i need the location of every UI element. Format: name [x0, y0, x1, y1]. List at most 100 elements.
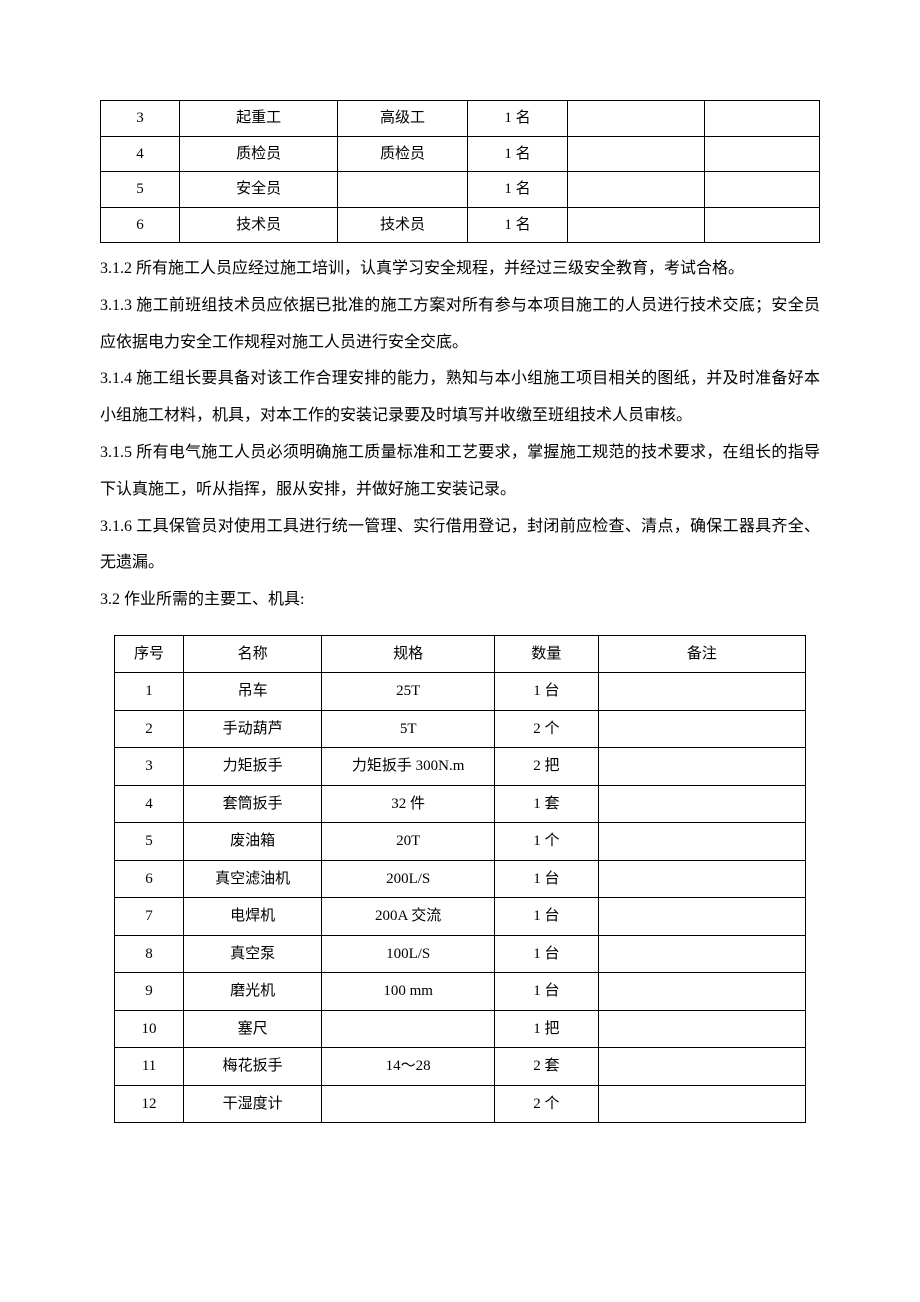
table-row: 2 手动葫芦 5T 2 个	[115, 710, 806, 748]
cell	[322, 1010, 495, 1048]
cell	[704, 136, 819, 172]
cell: 1 套	[495, 785, 599, 823]
table-row: 11 梅花扳手 14～28 2 套	[115, 1048, 806, 1086]
cell	[598, 748, 805, 786]
cell	[568, 101, 705, 137]
cell	[704, 207, 819, 243]
table-row: 9 磨光机 100 mm 1 台	[115, 973, 806, 1011]
cell: 10	[115, 1010, 184, 1048]
cell: 1 把	[495, 1010, 599, 1048]
header-cell: 序号	[115, 635, 184, 673]
table-header-row: 序号 名称 规格 数量 备注	[115, 635, 806, 673]
cell: 电焊机	[184, 898, 322, 936]
personnel-table: 3 起重工 高级工 1 名 4 质检员 质检员 1 名 5 安全员 1 名 6 …	[100, 100, 820, 243]
cell	[568, 207, 705, 243]
table-row: 6 真空滤油机 200L/S 1 台	[115, 860, 806, 898]
cell	[322, 1085, 495, 1123]
paragraph-314: 3.1.4 施工组长要具备对该工作合理安排的能力，熟知与本小组施工项目相关的图纸…	[100, 361, 820, 435]
cell	[598, 898, 805, 936]
cell: 力矩扳手	[184, 748, 322, 786]
cell: 质检员	[180, 136, 338, 172]
cell	[598, 1048, 805, 1086]
cell: 干湿度计	[184, 1085, 322, 1123]
cell	[704, 101, 819, 137]
cell	[598, 823, 805, 861]
cell: 25T	[322, 673, 495, 711]
table-row: 5 安全员 1 名	[101, 172, 820, 208]
cell: 力矩扳手 300N.m	[322, 748, 495, 786]
cell	[704, 172, 819, 208]
cell: 1 台	[495, 935, 599, 973]
paragraph-316: 3.1.6 工具保管员对使用工具进行统一管理、实行借用登记，封闭前应检查、清点，…	[100, 509, 820, 583]
cell: 1 个	[495, 823, 599, 861]
paragraph-312: 3.1.2 所有施工人员应经过施工培训，认真学习安全规程，并经过三级安全教育，考…	[100, 251, 820, 288]
cell: 磨光机	[184, 973, 322, 1011]
cell: 1 台	[495, 860, 599, 898]
table-row: 12 干湿度计 2 个	[115, 1085, 806, 1123]
cell	[598, 710, 805, 748]
cell: 3	[115, 748, 184, 786]
cell: 7	[115, 898, 184, 936]
cell: 塞尺	[184, 1010, 322, 1048]
cell: 11	[115, 1048, 184, 1086]
cell: 技术员	[338, 207, 467, 243]
cell: 2	[115, 710, 184, 748]
cell: 200L/S	[322, 860, 495, 898]
table-row: 6 技术员 技术员 1 名	[101, 207, 820, 243]
cell: 2 个	[495, 710, 599, 748]
cell: 14～28	[322, 1048, 495, 1086]
table-row: 3 起重工 高级工 1 名	[101, 101, 820, 137]
cell: 1 名	[467, 172, 568, 208]
table-row: 5 废油箱 20T 1 个	[115, 823, 806, 861]
cell: 9	[115, 973, 184, 1011]
cell: 质检员	[338, 136, 467, 172]
paragraph-313: 3.1.3 施工前班组技术员应依据已批准的施工方案对所有参与本项目施工的人员进行…	[100, 288, 820, 362]
cell: 4	[101, 136, 180, 172]
paragraph-315: 3.1.5 所有电气施工人员必须明确施工质量标准和工艺要求，掌握施工规范的技术要…	[100, 435, 820, 509]
table-row: 4 质检员 质检员 1 名	[101, 136, 820, 172]
cell: 高级工	[338, 101, 467, 137]
cell: 手动葫芦	[184, 710, 322, 748]
paragraph-32: 3.2 作业所需的主要工、机具:	[100, 582, 820, 619]
cell: 20T	[322, 823, 495, 861]
cell: 梅花扳手	[184, 1048, 322, 1086]
cell: 8	[115, 935, 184, 973]
cell	[598, 1085, 805, 1123]
cell: 6	[101, 207, 180, 243]
cell: 吊车	[184, 673, 322, 711]
cell: 真空滤油机	[184, 860, 322, 898]
cell: 1	[115, 673, 184, 711]
cell: 100 mm	[322, 973, 495, 1011]
header-cell: 备注	[598, 635, 805, 673]
cell: 安全员	[180, 172, 338, 208]
cell: 12	[115, 1085, 184, 1123]
cell: 技术员	[180, 207, 338, 243]
cell: 32 件	[322, 785, 495, 823]
cell: 起重工	[180, 101, 338, 137]
cell: 1 名	[467, 101, 568, 137]
cell: 真空泵	[184, 935, 322, 973]
tools-table: 序号 名称 规格 数量 备注 1 吊车 25T 1 台 2 手动葫芦 5T 2 …	[114, 635, 806, 1124]
cell	[598, 673, 805, 711]
table-row: 1 吊车 25T 1 台	[115, 673, 806, 711]
cell: 4	[115, 785, 184, 823]
cell: 2 把	[495, 748, 599, 786]
table-row: 7 电焊机 200A 交流 1 台	[115, 898, 806, 936]
cell: 6	[115, 860, 184, 898]
header-cell: 名称	[184, 635, 322, 673]
cell: 1 台	[495, 898, 599, 936]
header-cell: 规格	[322, 635, 495, 673]
header-cell: 数量	[495, 635, 599, 673]
cell: 2 个	[495, 1085, 599, 1123]
cell: 1 台	[495, 973, 599, 1011]
cell: 100L/S	[322, 935, 495, 973]
cell: 200A 交流	[322, 898, 495, 936]
cell	[568, 136, 705, 172]
cell: 5	[101, 172, 180, 208]
table-row: 3 力矩扳手 力矩扳手 300N.m 2 把	[115, 748, 806, 786]
cell	[598, 785, 805, 823]
cell: 1 台	[495, 673, 599, 711]
cell	[598, 1010, 805, 1048]
cell: 1 名	[467, 136, 568, 172]
cell: 废油箱	[184, 823, 322, 861]
